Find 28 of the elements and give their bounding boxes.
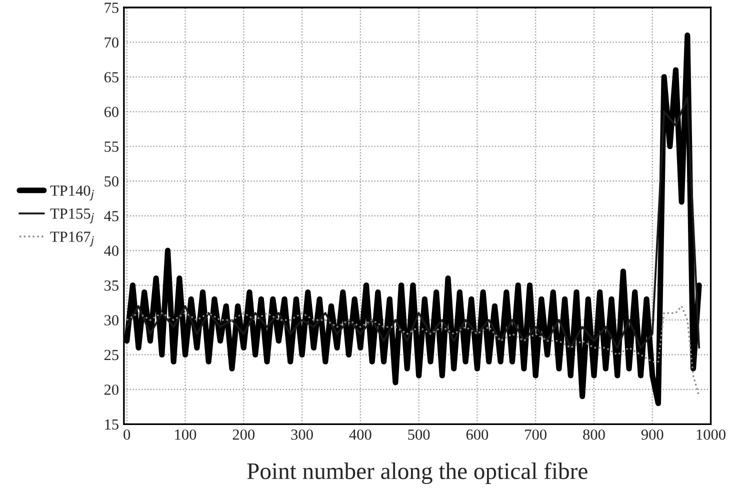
x-tick-label: 100 <box>175 429 196 440</box>
x-tick-label: 400 <box>349 429 372 440</box>
y-tick-label: 30 <box>104 315 118 326</box>
x-tick-label: 500 <box>408 429 430 440</box>
legend-label: TP140$_{j}$ <box>50 185 94 200</box>
y-tick-label: 45 <box>104 211 118 222</box>
x-axis-title: Point number along the optical fibre <box>247 462 588 484</box>
y-tick-label: 35 <box>104 280 118 291</box>
y-tick-label: 55 <box>104 142 118 152</box>
x-tick-label: 200 <box>232 429 255 440</box>
y-tick-label: 50 <box>104 176 118 187</box>
x-tick-label: 800 <box>583 429 605 440</box>
y-tick-label: 25 <box>104 350 118 360</box>
y-tick-label: 70 <box>104 37 118 48</box>
x-tick-label: 700 <box>525 429 546 440</box>
x-tick-label: 300 <box>291 429 313 440</box>
y-tick-label: 20 <box>104 384 118 395</box>
x-tick-label: 600 <box>466 429 488 440</box>
x-tick-label: 900 <box>641 429 664 440</box>
y-tick-label: 60 <box>104 106 118 118</box>
y-tick-label: 15 <box>105 419 118 430</box>
legend-label: TP167$_{j}$ <box>50 232 94 246</box>
legend-label: TP155$_{j}$ <box>50 208 94 224</box>
y-tick-label: 75 <box>104 2 118 13</box>
x-tick-label: 0 <box>124 429 130 440</box>
y-tick-label: 65 <box>104 72 118 82</box>
y-tick-label: 40 <box>104 246 118 256</box>
x-tick-label: 1000 <box>696 429 726 440</box>
